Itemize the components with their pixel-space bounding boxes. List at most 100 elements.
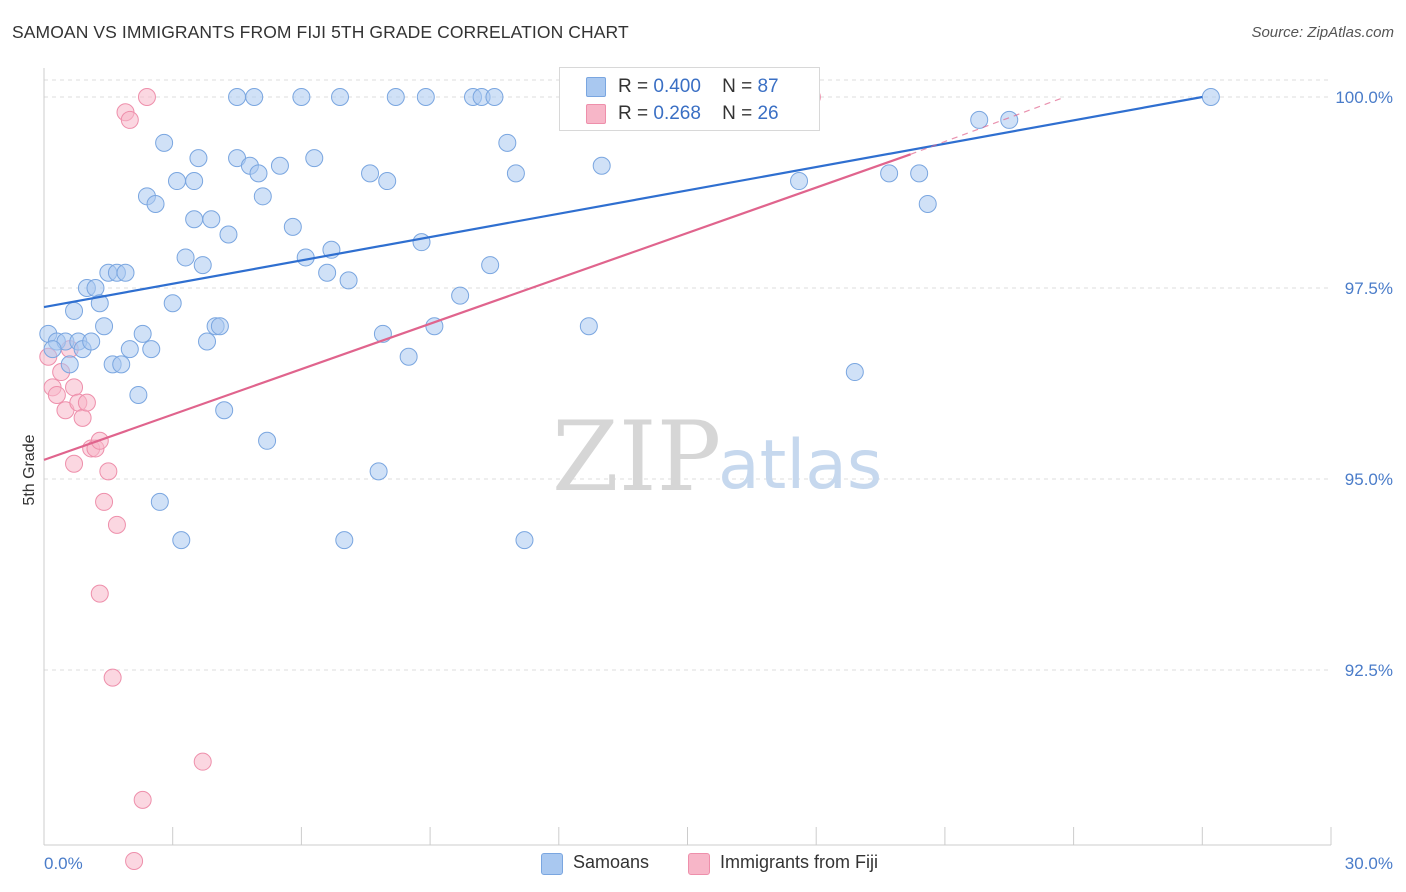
samoan-point [305, 149, 324, 168]
n-label: N = [722, 103, 753, 124]
samoan-point [90, 294, 109, 313]
samoan-point [202, 210, 221, 229]
watermark-atlas: atlas [718, 426, 882, 505]
samoan-point [146, 194, 165, 213]
samoan-point [210, 317, 229, 336]
fiji-point [107, 515, 126, 534]
samoan-point [918, 194, 937, 213]
samoan-point [219, 225, 238, 244]
samoan-point [245, 88, 264, 106]
samoan-point [189, 149, 208, 168]
samoan-point [228, 88, 247, 106]
samoan-point [163, 294, 182, 313]
samoan-point [95, 317, 114, 336]
fiji-point [120, 110, 139, 129]
trendlines [43, 95, 1203, 461]
samoan-point [253, 187, 272, 206]
samoan-point [270, 156, 289, 175]
legend-label-samoans: Samoans [573, 852, 650, 872]
source-credit: Source: ZipAtlas.com [1251, 24, 1394, 41]
samoan-point [215, 401, 234, 420]
samoan-point [412, 233, 431, 252]
samoan-point [318, 263, 337, 282]
fiji-point [193, 752, 212, 771]
stats-text-samoans: R = 0.400 N = 87 [618, 76, 779, 98]
samoans-trendline [43, 95, 1203, 309]
fiji-point [125, 852, 144, 870]
samoan-point [112, 355, 131, 374]
samoan-point [65, 301, 84, 320]
samoan-point [43, 340, 62, 359]
y-tick-label: 97.5% [1345, 279, 1393, 298]
samoan-point [1000, 110, 1019, 129]
series-legend: Samoans Immigrants from Fiji [0, 852, 1406, 876]
samoan-point [331, 88, 350, 106]
samoan-point [378, 172, 397, 191]
watermark: ZIP atlas [552, 401, 882, 513]
samoan-point [185, 172, 204, 191]
samoan-point [120, 340, 139, 359]
samoan-point [150, 492, 169, 511]
samoan-point [155, 133, 174, 152]
samoans-swatch [586, 77, 606, 97]
stats-legend: R = 0.400 N = 87 R = 0.268 N = 26 [559, 67, 820, 131]
r-value: 0.268 [653, 103, 701, 124]
legend-label-fiji: Immigrants from Fiji [720, 852, 879, 872]
fiji-swatch [586, 104, 606, 124]
samoan-point [129, 385, 148, 404]
samoan-point [386, 88, 405, 106]
samoan-point [579, 317, 598, 336]
fiji-point [99, 462, 118, 481]
samoan-point [592, 156, 611, 175]
fiji-trendline [43, 153, 911, 461]
samoan-point [790, 172, 809, 191]
samoan-point [193, 256, 212, 275]
stats-text-fiji: R = 0.268 N = 26 [618, 103, 779, 125]
samoan-point [481, 256, 500, 275]
samoan-point [845, 363, 864, 382]
fiji-point [47, 385, 66, 404]
y-tick-label: 92.5% [1345, 661, 1393, 680]
chart-title: SAMOAN VS IMMIGRANTS FROM FIJI 5TH GRADE… [12, 22, 629, 42]
samoan-point [451, 286, 470, 305]
fiji-point [65, 454, 84, 473]
samoan-point [910, 164, 929, 183]
samoan-point [249, 164, 268, 183]
r-label: R = [618, 76, 649, 97]
samoan-point [116, 263, 135, 282]
samoan-point [82, 332, 101, 351]
samoan-point [283, 217, 302, 236]
r-label: R = [618, 103, 649, 124]
axes [43, 68, 1332, 846]
samoan-point [339, 271, 358, 290]
series-samoans-points [39, 88, 1220, 550]
y-tick-labels: 92.5% 95.0% 97.5% 100.0% [1335, 88, 1393, 680]
fiji-point [73, 408, 92, 427]
samoan-point [60, 355, 79, 374]
n-label: N = [722, 76, 753, 97]
x-tick-label-min: 0.0% [44, 854, 83, 873]
samoan-point [880, 164, 899, 183]
fiji-point [133, 790, 152, 809]
samoan-point [142, 340, 161, 359]
fiji-point [77, 393, 96, 412]
n-value: 87 [757, 76, 779, 97]
watermark-zip: ZIP [552, 401, 721, 513]
samoan-point [86, 279, 105, 297]
samoan-point [506, 164, 525, 183]
fiji-legend-swatch [688, 853, 710, 875]
samoan-point [167, 172, 186, 191]
y-axis-label: 5th Grade [21, 434, 38, 505]
samoans-legend-swatch [541, 853, 563, 875]
samoan-point [369, 462, 388, 481]
samoan-point [172, 531, 191, 550]
samoan-point [335, 531, 354, 550]
samoan-point [399, 347, 418, 366]
y-tick-label: 100.0% [1335, 88, 1393, 107]
samoan-point [498, 133, 517, 152]
samoan-point [258, 431, 277, 450]
samoan-point [176, 248, 195, 267]
y-tick-label: 95.0% [1345, 470, 1393, 489]
fiji-point [103, 668, 122, 687]
